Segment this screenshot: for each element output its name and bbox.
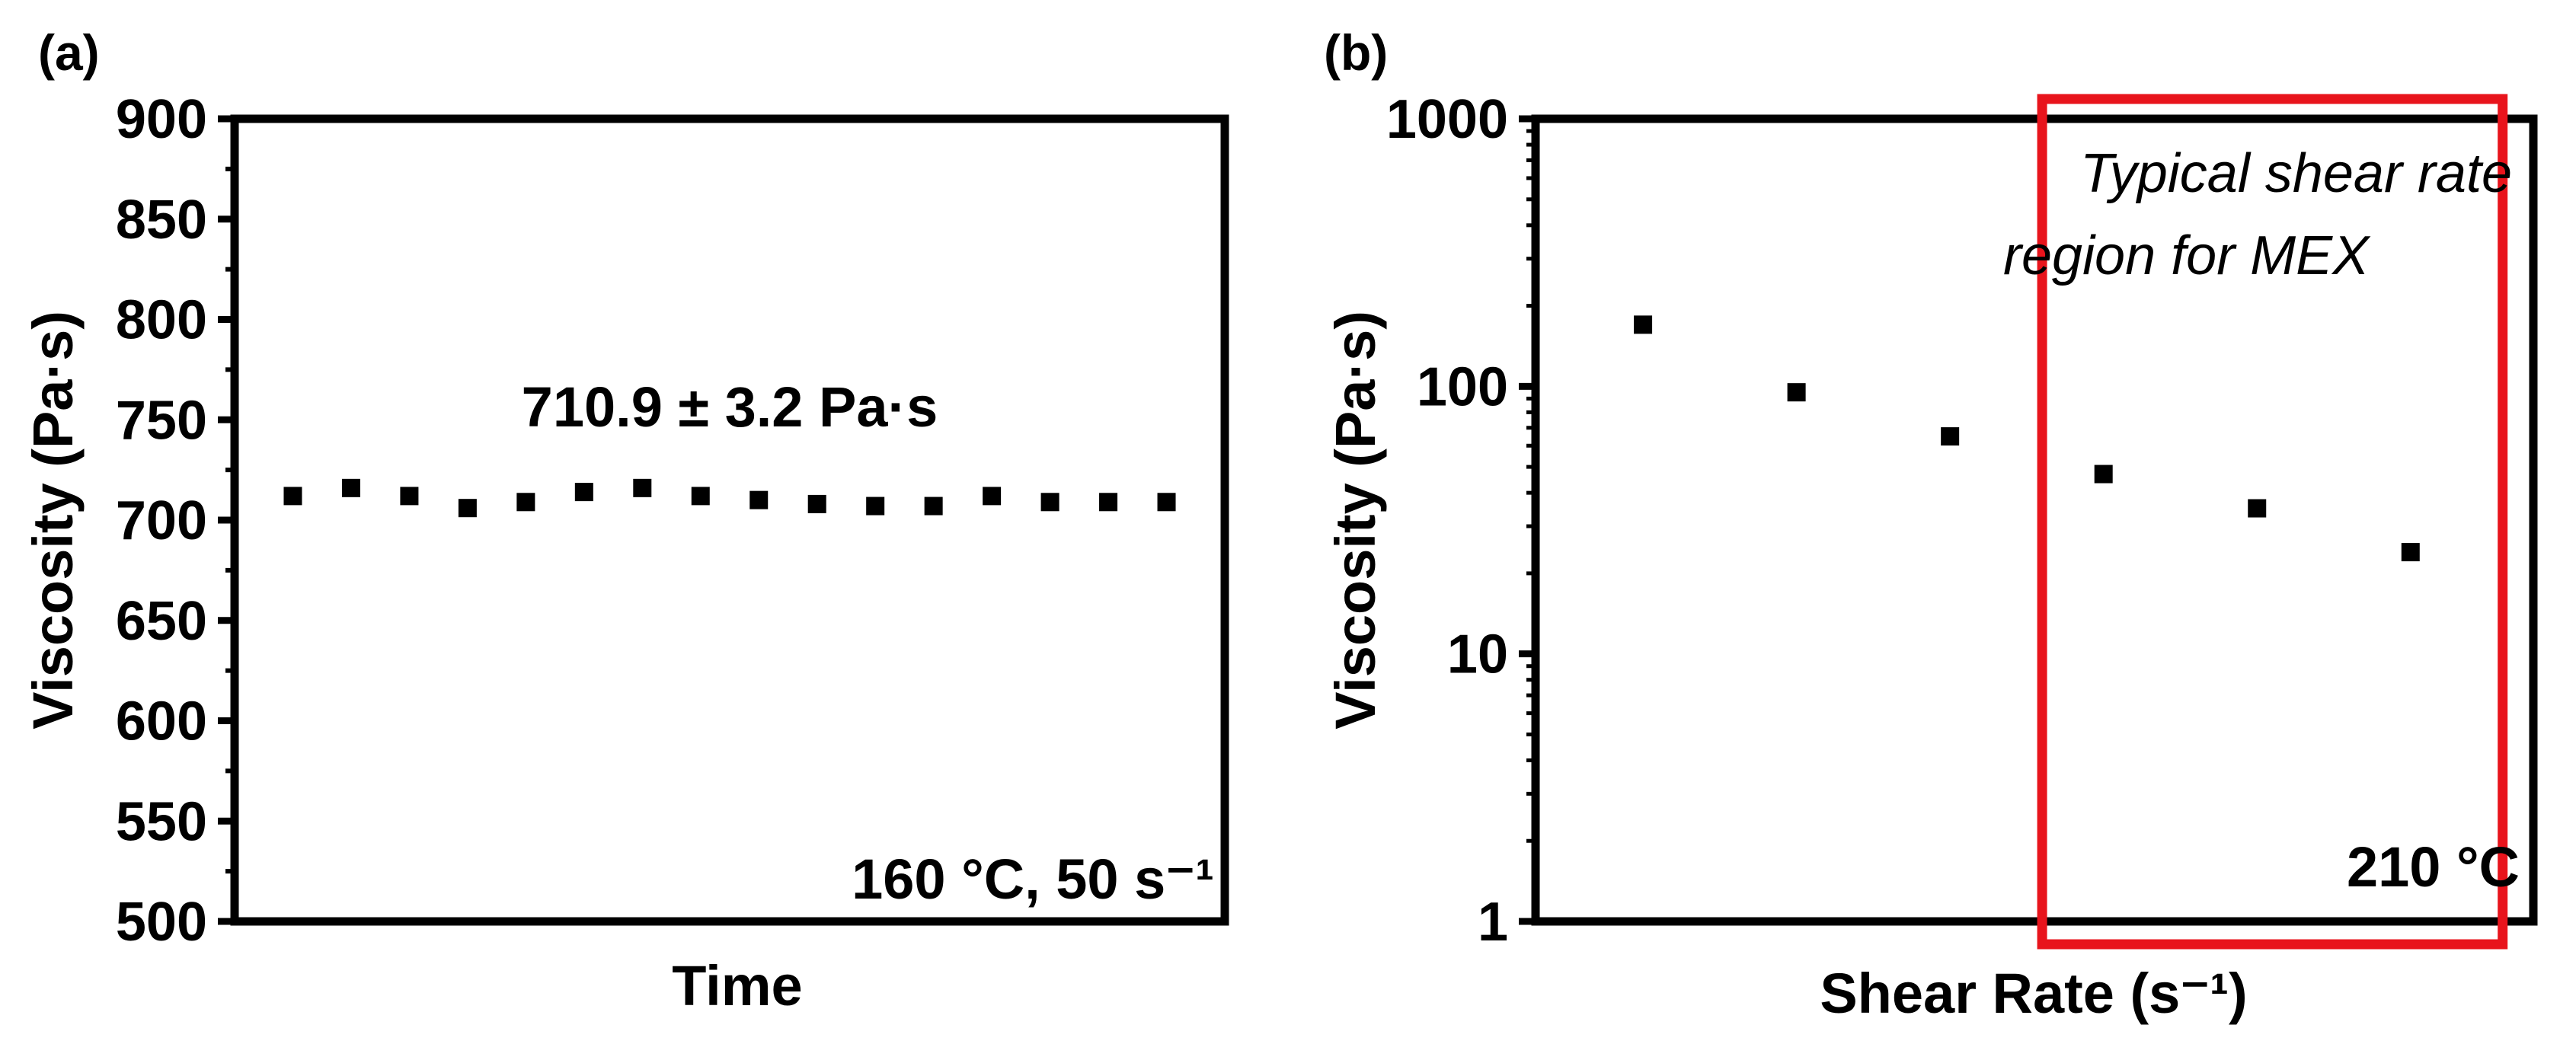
x-axis-label-b: Shear Rate (s⁻¹) [1820, 962, 2247, 1025]
data-point-a [866, 496, 885, 516]
x-axis-label-a: Time [672, 954, 802, 1017]
data-point-b [1941, 427, 1960, 446]
y-tick-label-b: 1 [1478, 892, 1508, 953]
data-point-a [924, 496, 943, 516]
condition-annotation-b: 210 °C [2347, 835, 2520, 899]
y-tick-label-a: 500 [116, 892, 207, 953]
y-tick-label-a: 750 [116, 390, 207, 451]
data-points-b [1634, 315, 2420, 562]
y-tick-label-a: 700 [116, 490, 207, 551]
data-point-a [1040, 493, 1059, 512]
mex-shear-region-highlight [2037, 94, 2508, 950]
y-tick-label-a: 650 [116, 591, 207, 652]
y-tick-label-a: 900 [116, 89, 207, 150]
data-point-b [2248, 499, 2267, 518]
y-tick-label-b: 1000 [1386, 89, 1508, 150]
y-ticks-b: 1 10 100 1000 [1386, 89, 1536, 953]
y-tick-label-a: 800 [116, 290, 207, 351]
data-point-a [1157, 493, 1176, 512]
data-point-a [283, 487, 302, 506]
panel-label-b: (b) [1324, 24, 1388, 81]
y-axis-label-b: Viscosity (Pa·s) [1324, 311, 1387, 730]
data-points-a [283, 478, 1176, 518]
data-point-a [1099, 493, 1118, 512]
data-point-a [691, 487, 710, 506]
plot-frame-a [230, 114, 1229, 926]
data-point-a [458, 499, 477, 518]
y-tick-label-a: 550 [116, 791, 207, 852]
data-point-a [633, 478, 652, 497]
y-tick-label-b: 100 [1417, 356, 1508, 417]
panel-b: (b) 1 10 100 1000 Typical shear rate region… [1324, 24, 2538, 1025]
data-point-a [749, 490, 769, 509]
y-axis-label-a: Viscosity (Pa·s) [21, 311, 85, 730]
data-point-a [983, 487, 1002, 506]
data-point-b [2094, 465, 2113, 484]
region-label-line2: region for MEX [2003, 225, 2371, 286]
panel-a: (a) 500 550 600 650 700 750 800 850 900 710.9 ± … [21, 24, 1229, 1017]
plot-frame-b [1531, 114, 2538, 926]
region-label-line1: Typical shear rate [2080, 143, 2512, 204]
condition-annotation-a: 160 °C, 50 s⁻¹ [852, 848, 1214, 911]
data-point-a [574, 483, 593, 502]
data-point-a [516, 493, 535, 512]
y-tick-label-a: 600 [116, 691, 207, 752]
mean-annotation: 710.9 ± 3.2 Pa·s [522, 375, 938, 439]
data-point-b [1634, 315, 1653, 334]
y-ticks-a: 500 550 600 650 700 750 800 850 900 [116, 89, 235, 953]
data-point-a [341, 478, 360, 497]
panel-label-a: (a) [38, 24, 100, 81]
data-point-b [1787, 383, 1806, 402]
y-tick-label-a: 850 [116, 190, 207, 251]
data-point-b [2401, 543, 2420, 562]
y-tick-label-b: 10 [1447, 624, 1508, 685]
data-point-a [807, 494, 826, 513]
data-point-a [400, 487, 419, 506]
